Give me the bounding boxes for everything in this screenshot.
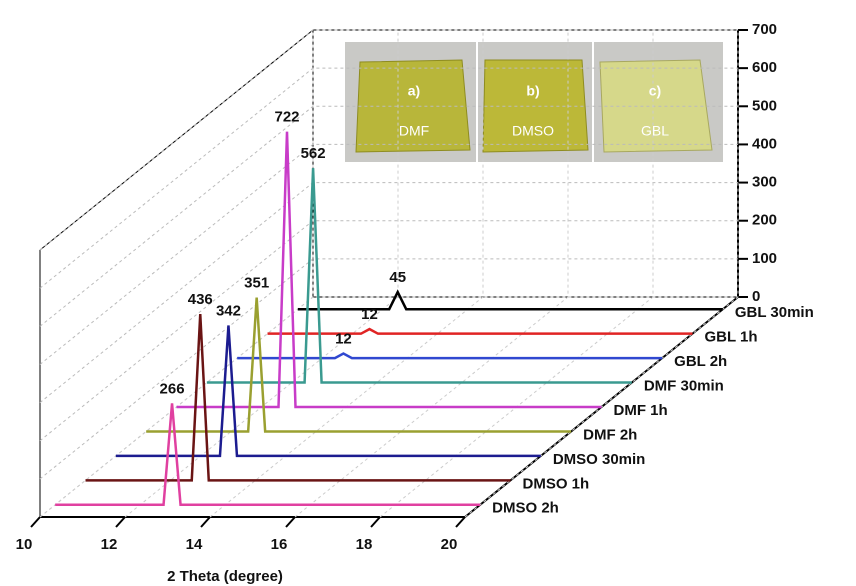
series-line bbox=[237, 354, 662, 359]
x-axis-label: 2 Theta (degree) bbox=[167, 568, 283, 585]
data-label: 436 bbox=[188, 291, 213, 308]
series-label: DMF 1h bbox=[614, 402, 668, 419]
z-tick-label: 700 bbox=[752, 21, 777, 38]
z-tick-label: 400 bbox=[752, 135, 777, 152]
z-tick-label: 600 bbox=[752, 59, 777, 76]
x-tick bbox=[371, 517, 380, 527]
x-tick-label: 12 bbox=[101, 536, 118, 553]
series-label: GBL 2h bbox=[674, 353, 727, 370]
x-tick bbox=[201, 517, 210, 527]
x-tick-label: 16 bbox=[271, 536, 288, 553]
z-tick-label: 500 bbox=[752, 97, 777, 114]
inset-letter: c) bbox=[649, 83, 661, 99]
series-label: DMSO 1h bbox=[523, 475, 590, 492]
inset-solvent: DMF bbox=[399, 123, 429, 139]
series-label: DMSO 2h bbox=[492, 500, 559, 517]
series-line bbox=[268, 329, 693, 334]
grid-line bbox=[40, 144, 738, 364]
x-tick bbox=[456, 517, 465, 527]
inset-solvent: DMSO bbox=[512, 123, 554, 139]
x-tick-label: 10 bbox=[16, 536, 33, 553]
x-tick-label: 18 bbox=[356, 536, 373, 553]
grid-line bbox=[40, 183, 738, 403]
z-tick-label: 300 bbox=[752, 174, 777, 191]
series-label: GBL 1h bbox=[705, 329, 758, 346]
series-label: GBL 30min bbox=[735, 304, 814, 321]
data-label: 351 bbox=[244, 275, 269, 292]
data-label: 45 bbox=[389, 269, 406, 286]
x-tick-label: 14 bbox=[186, 536, 203, 553]
grid-line bbox=[40, 259, 738, 479]
series-label: DMF 30min bbox=[644, 378, 724, 395]
x-tick bbox=[286, 517, 295, 527]
inset-letter: a) bbox=[408, 83, 420, 99]
z-tick-label: 0 bbox=[752, 288, 760, 305]
chart: 0 100 200 300 400 500 600 700 10 12 14 16 18 20 2 Thet… bbox=[0, 0, 856, 586]
inset-solvent: GBL bbox=[641, 123, 669, 139]
inset-letter: b) bbox=[526, 83, 539, 99]
series-label: DMSO 30min bbox=[553, 451, 646, 468]
data-label: 722 bbox=[274, 109, 299, 126]
data-label: 562 bbox=[301, 145, 326, 162]
data-label: 12 bbox=[361, 306, 378, 323]
series-label: DMF 2h bbox=[583, 426, 637, 443]
series-line bbox=[146, 298, 571, 432]
x-tick bbox=[31, 517, 40, 527]
z-tick-label: 200 bbox=[752, 212, 777, 229]
data-label: 12 bbox=[335, 331, 352, 348]
data-label: 266 bbox=[160, 380, 185, 397]
x-tick bbox=[116, 517, 125, 527]
data-label: 342 bbox=[216, 302, 241, 319]
z-tick-label: 100 bbox=[752, 250, 777, 267]
x-tick-label: 20 bbox=[441, 536, 458, 553]
